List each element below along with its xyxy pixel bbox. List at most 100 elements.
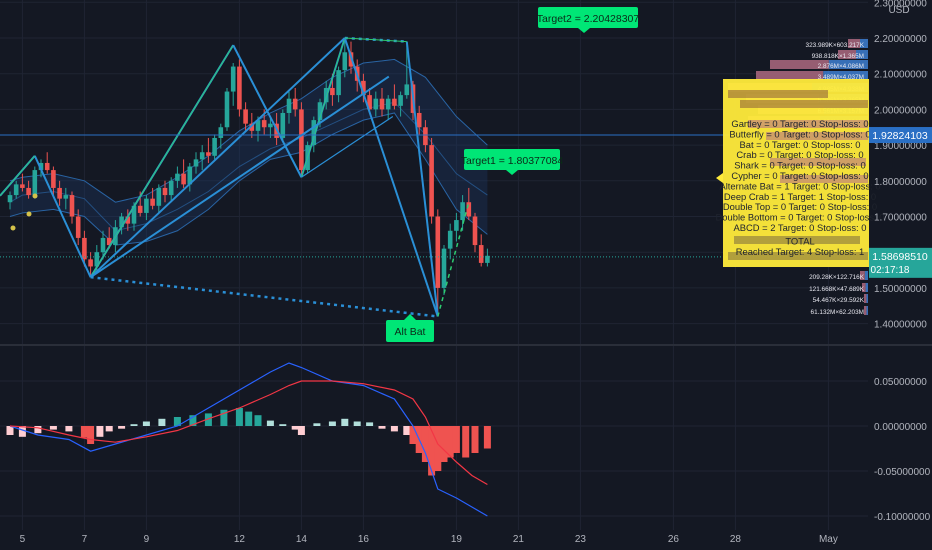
harmonic-leg [90, 44, 234, 278]
harmonic-leg [405, 41, 439, 317]
candle [286, 91, 292, 124]
candle [429, 137, 434, 224]
candle [385, 95, 391, 121]
macd-histogram-bar [378, 426, 386, 429]
harmonic-leg [344, 37, 407, 43]
candle [416, 105, 422, 135]
macd-histogram-bar [220, 409, 228, 426]
date-tick-label: 9 [144, 534, 150, 545]
macd-pane [6, 362, 491, 517]
harmonic-leg [301, 116, 394, 178]
candle [212, 134, 217, 160]
candle [379, 87, 385, 117]
candle [63, 187, 69, 210]
harmonic-leg [300, 37, 346, 178]
volume-bar-down [864, 306, 867, 315]
candle [447, 223, 453, 260]
volume-bar-down [770, 60, 829, 69]
macd-tick-label: -0.05000000 [874, 467, 931, 478]
volume-profile-label: 3.489M×4.037M [818, 74, 864, 81]
volume-bar-up [866, 294, 868, 303]
volume-bar-down [860, 271, 865, 280]
volume-bar-up [866, 306, 868, 315]
macd-histogram-bar [446, 426, 454, 458]
macd-histogram-bar [341, 418, 349, 426]
price-tick-label: 1.40000000 [874, 320, 927, 331]
candle [224, 87, 230, 131]
price-tick-label: 1.50000000 [874, 284, 927, 295]
volume-bar-down [756, 71, 824, 80]
bollinger-line-0 [9, 58, 488, 203]
level-price-text: 1.92824103 [872, 130, 928, 142]
macd-histogram-bar [189, 415, 197, 426]
pattern-stat-row: Butterfly = 0 Target: 0 Stop-loss: 0 [729, 128, 870, 139]
candle [82, 230, 87, 267]
date-tick-label: 5 [20, 534, 26, 545]
candle [187, 162, 193, 192]
harmonic-leg [90, 275, 438, 318]
macd-histogram-bar [434, 426, 442, 471]
candle [472, 212, 478, 253]
volume-profile-label: 54.467K×29.592K [813, 297, 865, 304]
candle [454, 212, 459, 242]
macd-histogram-bar [266, 420, 274, 426]
macd-histogram-bar [173, 417, 181, 426]
candle [268, 116, 273, 138]
macd-histogram-bar [118, 426, 126, 429]
candle [125, 209, 131, 231]
pattern-stat-row: TOTAL [785, 235, 814, 246]
macd-tick-label: -0.10000000 [874, 512, 931, 523]
bar-countdown-text: 02:17:18 [871, 265, 910, 276]
pattern-stat-row: Double Bottom = 0 Target: 0 Stop-loss: 0 [716, 212, 885, 223]
macd-histogram-bar [49, 426, 57, 430]
macd-histogram-bar [279, 424, 287, 426]
volume-profile-label: 121.668K×47.689K [809, 286, 865, 293]
alt-bat-label[interactable]: Alt Bat [386, 314, 434, 342]
macd-histogram-bar [403, 426, 411, 435]
macd-histogram-bar [65, 426, 73, 432]
candle [367, 87, 372, 113]
macd-histogram-bar [328, 421, 336, 426]
price-tick-label: 1.90000000 [874, 141, 927, 152]
candle [13, 180, 19, 199]
pattern-stat-row: Bat = 0 Target: 0 Stop-loss: 0 [740, 139, 861, 150]
panel-overlay-bars [728, 90, 868, 260]
macd-histogram-bar [34, 426, 42, 434]
macd-histogram-bar [313, 423, 321, 426]
pattern-stat-row: Crab = 0 Target: 0 Stop-loss: 0 [736, 149, 863, 160]
candle [280, 109, 286, 142]
candle [392, 84, 397, 110]
harmonic-leg [89, 37, 346, 278]
target2-label[interactable]: Target2 = 2.20428307 [537, 7, 640, 33]
price-tick-label: 1.80000000 [874, 177, 927, 188]
candle [398, 91, 403, 117]
candle [26, 180, 31, 199]
macd-histogram-bar [130, 424, 138, 426]
candle [175, 166, 180, 188]
volume-bar-up [823, 71, 868, 80]
price-tick-label: 2.30000000 [874, 0, 927, 9]
candle [336, 66, 341, 103]
pattern-stat-row: Shark = 0 Target: 0 Stop-loss: 0 [734, 160, 865, 171]
pattern-stats-panel[interactable]: Gartley = 0 Target: 0 Stop-loss: 0Butter… [716, 79, 885, 267]
target1-label[interactable]: Target1 = 1.80377084 [461, 149, 564, 175]
macd-histogram-bar [421, 426, 429, 462]
volume-bar-down [864, 294, 867, 303]
date-tick-label: 28 [730, 534, 742, 545]
pattern-stat-row: ABCD = 2 Target: 0 Stop-loss: 0 [734, 222, 867, 233]
macd-histogram-bar [291, 426, 299, 430]
time-axis[interactable]: 5 7 9 12 14 16 19 21 23 26 28 May [20, 534, 838, 545]
date-tick-label: 14 [296, 534, 308, 545]
volume-bar-up [856, 50, 868, 59]
macd-histogram-bar [158, 418, 166, 426]
signal-dot [26, 211, 32, 217]
candle [32, 166, 38, 199]
candle [44, 152, 50, 174]
volume-bar-up [864, 271, 868, 280]
candle [144, 195, 149, 221]
macd-histogram-bar [204, 413, 212, 426]
macd-histogram-bar [105, 426, 113, 432]
candlesticks [7, 38, 490, 317]
signal-line [9, 380, 488, 486]
